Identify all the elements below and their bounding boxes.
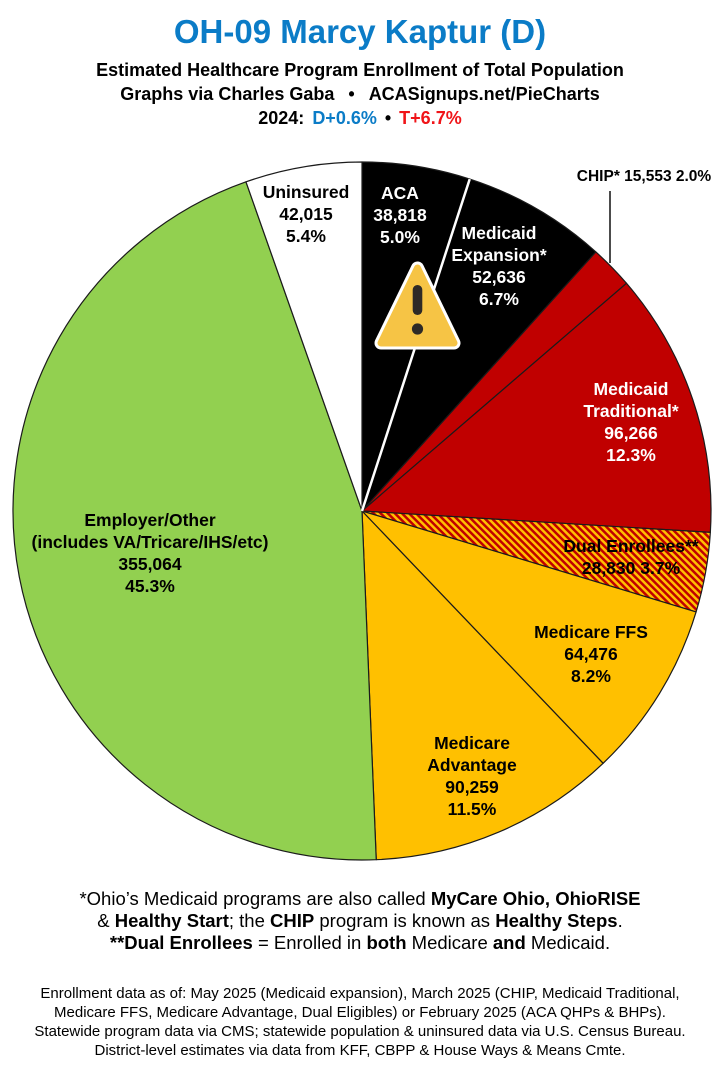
text-segment: Healthy Steps [495, 910, 618, 931]
text-segment: both [366, 932, 407, 953]
text-segment: Healthy Start [114, 910, 229, 931]
footnote-line-1: *Ohio’s Medicaid programs are also calle… [0, 888, 720, 910]
text-segment: and [492, 932, 526, 953]
text-segment: . [617, 910, 623, 931]
bullet-separator: • [348, 84, 355, 104]
text-segment: = Enrolled in [252, 932, 367, 953]
footnote-line-2: & Healthy Start; the CHIP program is kno… [0, 910, 720, 932]
text-line: District-level estimates via data from K… [94, 1042, 626, 1059]
text-segment: Medicaid. [525, 932, 611, 953]
warning-icon [374, 261, 461, 350]
page-title: OH-09 Marcy Kaptur (D) [173, 13, 547, 50]
subtitle-enrollment: Estimated Healthcare Program Enrollment … [96, 60, 624, 80]
pie-slice-employer-other [12, 181, 377, 861]
text-segment: MyCare Ohio, OhioRISE [430, 888, 641, 909]
text-segment: **Dual Enrollees [109, 932, 253, 953]
text-segment: & [97, 910, 115, 931]
pie-slice-medicare-ffs [361, 510, 697, 764]
dem-margin: D+0.6% [312, 108, 377, 128]
text-segment: program is known as [314, 910, 496, 931]
footnote-block: *Ohio’s Medicaid programs are also calle… [0, 888, 720, 954]
subtitle-credit: Graphs via Charles Gaba • ACASignups.net… [0, 82, 720, 106]
pie-slice-uninsured [245, 161, 363, 512]
trump-margin: T+6.7% [399, 108, 462, 128]
credit-text: Graphs via Charles Gaba [120, 84, 335, 104]
text-segment: *Ohio’s Medicaid programs are also calle… [79, 888, 431, 909]
subtitle-margins: 2024: D+0.6% • T+6.7% [0, 106, 720, 130]
text-segment: Medicare [406, 932, 493, 953]
pie-slice-medicaid-traditional [361, 282, 712, 533]
site-text: ACASignups.net/PieCharts [368, 84, 600, 104]
pie-slices-group [12, 161, 712, 861]
pie-slice-medicare-advantage [361, 510, 604, 861]
text-segment: ; the [228, 910, 271, 931]
year-label: 2024: [258, 108, 305, 128]
text-line: Medicare FFS, Medicare Advantage, Dual E… [54, 1004, 666, 1021]
text-line: Enrollment data as of: May 2025 (Medicai… [40, 985, 680, 1002]
text-line: Statewide program data via CMS; statewid… [34, 1023, 686, 1040]
pie-slice-medicaid-expansion [361, 178, 597, 512]
text-segment: CHIP [270, 910, 315, 931]
footnote-line-3: **Dual Enrollees = Enrolled in both Medi… [0, 932, 720, 954]
source-block: Enrollment data as of: May 2025 (Medicai… [0, 984, 720, 1060]
bullet-separator: • [384, 108, 392, 128]
